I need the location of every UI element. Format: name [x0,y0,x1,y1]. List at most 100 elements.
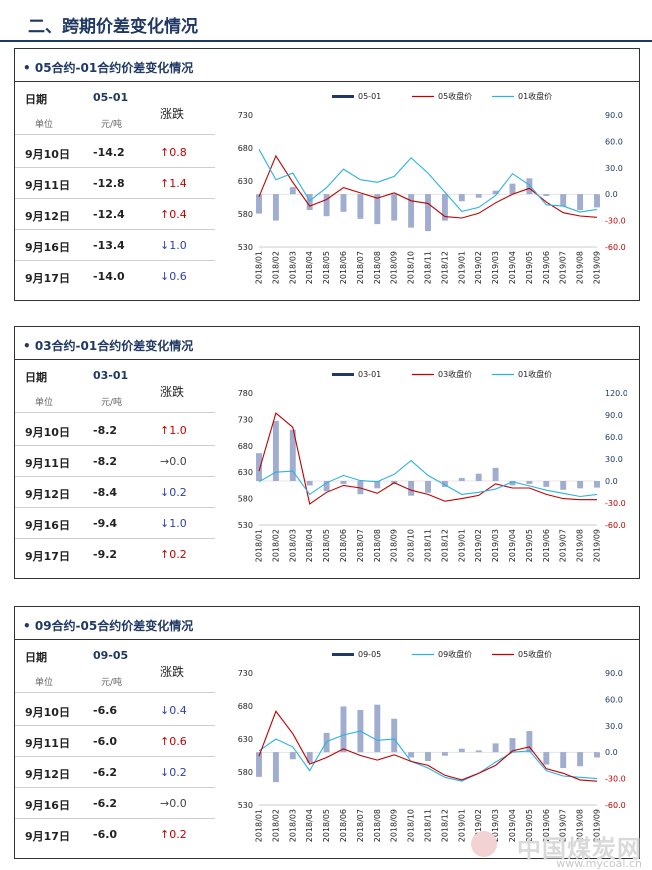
legend-swatch [332,95,354,98]
spread-bar [272,194,279,221]
change-value: 0.4 [169,704,187,717]
x-tick-label: 2018/06 [339,809,348,842]
x-tick-label: 2019/01 [457,529,466,562]
x-tick-label: 2019/05 [525,251,534,284]
row-change: ↑0.8 [160,146,187,159]
table-row: 9月16日 -9.4 ↓1.0 [15,508,215,538]
change-value: 0.4 [169,208,187,221]
row-spread: -14.2 [93,146,125,159]
x-tick-label: 2019/07 [559,529,568,562]
row-change: ↑1.4 [160,177,187,190]
spread-bar [441,752,448,756]
x-tick-label: 2019/03 [491,529,500,562]
table-row: 9月17日 -9.2 ↑0.2 [15,539,215,569]
spread-bar [458,194,465,202]
change-value: 0.6 [169,735,187,748]
change-value: 0.2 [169,828,187,841]
x-tick-label: 2019/08 [576,809,585,842]
spread-bar [594,194,600,208]
spread-bar [340,481,347,484]
table-unit-row: 单位 元/吨 [15,108,215,138]
table-row: 9月11日 -12.8 ↑1.4 [15,168,215,198]
section-title: • 09合约-05合约价差变化情况 [23,619,194,633]
spread-bar [272,420,279,481]
left-tick-label: 630 [238,735,253,744]
spread-bar [492,467,499,481]
left-tick-label: 730 [238,415,253,424]
row-change: ↓0.4 [160,704,187,717]
x-tick-label: 2018/09 [390,809,399,842]
x-tick-label: 2019/06 [542,251,551,284]
right-tick-label: 90.0 [605,411,623,420]
spread-bar [475,750,482,753]
table-divider [15,260,215,261]
left-tick-label: 680 [238,144,253,153]
left-tick-label: 680 [238,702,253,711]
right-tick-label: 30.0 [605,164,623,173]
table-row: 9月12日 -6.2 ↓0.2 [15,757,215,787]
row-spread: -13.4 [93,239,125,252]
right-tick-label: 120.0 [605,389,627,398]
series-line [258,149,598,213]
x-tick-label: 2018/03 [288,809,297,842]
row-change: ↓0.6 [160,270,187,283]
series-line [258,710,598,782]
left-tick-label: 730 [238,111,253,120]
row-date: 9月16日 [25,241,70,254]
change-value: 1.0 [169,424,187,437]
table-unit-row: 单位 元/吨 [15,386,215,416]
table-divider [15,538,215,539]
change-value: 0.2 [169,766,187,779]
change-value: 1.0 [169,517,187,530]
spread-bar [509,481,516,486]
table-row: 9月16日 -6.2 →0.0 [15,788,215,818]
spread-bar [289,429,296,481]
x-tick-label: 2018/12 [440,251,449,284]
right-tick-label: -60.0 [605,521,626,530]
spread-bar [306,752,313,763]
legend-swatch [332,653,354,656]
spread-bar [475,194,482,198]
x-tick-label: 2018/02 [271,809,280,842]
unit-value: 元/吨 [101,120,123,130]
x-tick-label: 2019/04 [508,809,517,842]
right-tick-label: -30.0 [605,217,626,226]
section-divider [15,639,639,640]
spread-bar [560,194,567,207]
change-arrow-icon: ↑ [160,828,170,841]
section-title: • 03合约-01合约价差变化情况 [23,339,194,353]
col-spread-header: 03-01 [93,369,129,382]
x-tick-label: 2018/04 [305,809,314,842]
left-tick-label: 580 [238,768,253,777]
x-tick-label: 2019/08 [576,251,585,284]
row-date: 9月17日 [25,272,70,285]
x-tick-label: 2019/05 [525,529,534,562]
x-tick-label: 2019/08 [576,529,585,562]
col-change-header: 涨跌 [160,385,185,399]
right-tick-label: 30.0 [605,455,623,464]
watermark-logo-icon [471,831,497,857]
right-tick-label: 60.0 [605,137,623,146]
table-divider [15,756,215,757]
chart-legend: 05-01 05收盘价 01收盘价 [332,91,552,101]
spread-bar [577,194,584,211]
row-spread: -6.0 [93,828,118,841]
x-tick-label: 2019/02 [474,529,483,562]
x-tick-label: 2018/07 [356,251,365,284]
x-tick-label: 2019/02 [474,251,483,284]
row-date: 9月10日 [25,148,70,161]
x-tick-label: 2018/08 [373,809,382,842]
page-header: 二、跨期价差变化情况 [0,0,652,42]
spread-bar [594,752,600,758]
spread-bar [256,453,262,481]
table-divider [15,725,215,726]
spread-bar [272,752,279,783]
series-line [258,412,597,505]
legend-label: 03收盘价 [438,369,472,379]
spread-chart: 530 580 630 680 730 780 120.0 90.0 60.0 30.0 0.0 -3… [238,369,627,562]
spread-chart: 530 580 630 680 730 90.0 60.0 30.0 0.0 -30.0 -60.0… [238,649,626,842]
table-row: 9月12日 -12.4 ↑0.4 [15,199,215,229]
spread-bar [458,478,465,481]
table-row: 9月10日 -6.6 ↓0.4 [15,695,215,725]
right-tick-label: -60.0 [605,243,626,252]
